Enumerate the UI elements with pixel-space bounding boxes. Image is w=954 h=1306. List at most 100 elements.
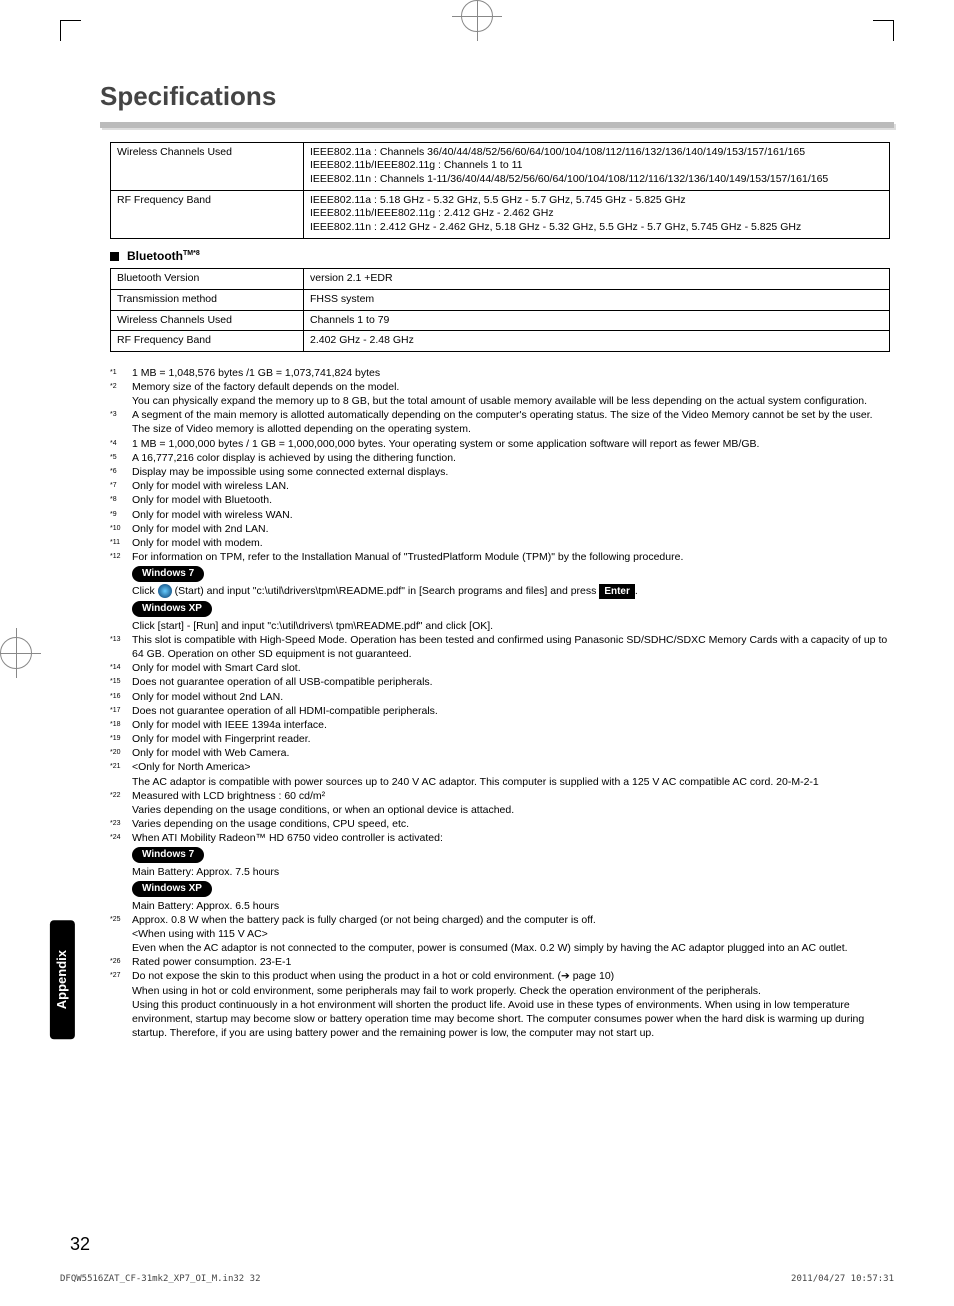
footnote-row: *16Only for model without 2nd LAN. — [110, 690, 890, 704]
bluetooth-heading: BluetoothTM*8 — [110, 249, 894, 265]
footnote-ref: *11 — [110, 536, 132, 547]
footnote-ref: *22 — [110, 789, 132, 800]
footnote-text: <Only for North America> The AC adaptor … — [132, 760, 890, 788]
cell-value: IEEE802.11a : Channels 36/40/44/48/52/56… — [304, 142, 890, 190]
footnote-text: Only for model with modem. — [132, 536, 890, 550]
footnote-row: *18Only for model with IEEE 1394a interf… — [110, 718, 890, 732]
cell-value: 2.402 GHz - 2.48 GHz — [304, 331, 890, 352]
title-underline — [100, 122, 894, 128]
footnote-ref: *17 — [110, 704, 132, 715]
footnote-ref: *27 — [110, 969, 132, 980]
footnote-ref: *3 — [110, 408, 132, 419]
cell-label: RF Frequency Band — [111, 331, 304, 352]
footnote-ref: *19 — [110, 732, 132, 743]
crop-mark-tl — [60, 20, 81, 41]
footnote-row: *25Approx. 0.8 W when the battery pack i… — [110, 913, 890, 956]
footnote-ref: *6 — [110, 465, 132, 476]
footnote-text: Only for model with wireless LAN. — [132, 479, 890, 493]
footnote-ref: *24 — [110, 831, 132, 842]
cell-label: RF Frequency Band — [111, 190, 304, 238]
footnote-ref: *1 — [110, 366, 132, 377]
footnote-text: For information on TPM, refer to the Ins… — [132, 550, 890, 564]
footnote-row: *12For information on TPM, refer to the … — [110, 550, 890, 564]
footnote-row: *7Only for model with wireless LAN. — [110, 479, 890, 493]
footnote-ref: *14 — [110, 661, 132, 672]
table-row: RF Frequency Band2.402 GHz - 2.48 GHz — [111, 331, 890, 352]
cell-value: IEEE802.11a : 5.18 GHz - 5.32 GHz, 5.5 G… — [304, 190, 890, 238]
footnote-ref: *7 — [110, 479, 132, 490]
table-row: Wireless Channels UsedChannels 1 to 79 — [111, 310, 890, 331]
footnote-row: *13This slot is compatible with High-Spe… — [110, 633, 890, 661]
footnote-text: 1 MB = 1,000,000 bytes / 1 GB = 1,000,00… — [132, 437, 890, 451]
windowsxp-badge: Windows XP — [132, 601, 212, 617]
print-footer: DFQW5516ZAT_CF-31mk2_XP7_OI_M.in32 32 20… — [60, 1274, 894, 1286]
cell-value: FHSS system — [304, 289, 890, 310]
registration-mark-top — [461, 0, 493, 32]
footnote-row: *15Does not guarantee operation of all U… — [110, 675, 890, 689]
footnote-ref: *15 — [110, 675, 132, 686]
footnote-text: Only for model without 2nd LAN. — [132, 690, 890, 704]
footnote-text: Display may be impossible using some con… — [132, 465, 890, 479]
windows7-badge: Windows 7 — [132, 566, 204, 582]
footnote-ref: *4 — [110, 437, 132, 448]
footnote-row: *22Measured with LCD brightness : 60 cd/… — [110, 789, 890, 817]
wifi-spec-table: Wireless Channels Used IEEE802.11a : Cha… — [110, 142, 890, 239]
footnote-row: *10Only for model with 2nd LAN. — [110, 522, 890, 536]
page-number: 32 — [70, 1233, 90, 1256]
footnote-extra: Windows 7Main Battery: Approx. 7.5 hours… — [110, 845, 890, 912]
footnote-text: Rated power consumption. 23-E-1 — [132, 955, 890, 969]
footnote-ref: *16 — [110, 690, 132, 701]
crop-mark-tr — [873, 20, 894, 41]
footnote-ref: *18 — [110, 718, 132, 729]
footnote-ref: *2 — [110, 380, 132, 391]
footnote-row: *20Only for model with Web Camera. — [110, 746, 890, 760]
footer-timestamp: 2011/04/27 10:57:31 — [791, 1274, 894, 1286]
footnote-text: A 16,777,216 color display is achieved b… — [132, 451, 890, 465]
bluetooth-spec-table: Bluetooth Versionversion 2.1 +EDR Transm… — [110, 268, 890, 352]
footnote-text: A segment of the main memory is allotted… — [132, 408, 890, 436]
footnote-row: *2Memory size of the factory default dep… — [110, 380, 890, 408]
enter-key: Enter — [599, 584, 635, 600]
footnote-ref: *9 — [110, 508, 132, 519]
footnote-ref: *12 — [110, 550, 132, 561]
footnote-text: Only for model with Smart Card slot. — [132, 661, 890, 675]
footnote-ref: *23 — [110, 817, 132, 828]
cell-value: version 2.1 +EDR — [304, 269, 890, 290]
footnote-ref: *10 — [110, 522, 132, 533]
footnote-text: Only for model with Bluetooth. — [132, 493, 890, 507]
page-title: Specifications — [100, 80, 894, 114]
footnote-row: *41 MB = 1,000,000 bytes / 1 GB = 1,000,… — [110, 437, 890, 451]
table-row: RF Frequency Band IEEE802.11a : 5.18 GHz… — [111, 190, 890, 238]
footnote-ref: *25 — [110, 913, 132, 924]
cell-label: Wireless Channels Used — [111, 142, 304, 190]
footnote-text: This slot is compatible with High-Speed … — [132, 633, 890, 661]
footnote-row: *19Only for model with Fingerprint reade… — [110, 732, 890, 746]
footnote-text: When ATI Mobility Radeon™ HD 6750 video … — [132, 831, 890, 845]
footnote-row: *24When ATI Mobility Radeon™ HD 6750 vid… — [110, 831, 890, 845]
cell-label: Wireless Channels Used — [111, 310, 304, 331]
table-row: Transmission methodFHSS system — [111, 289, 890, 310]
footnote-row: *5A 16,777,216 color display is achieved… — [110, 451, 890, 465]
cell-value: Channels 1 to 79 — [304, 310, 890, 331]
footnotes-block: *11 MB = 1,048,576 bytes /1 GB = 1,073,7… — [110, 366, 890, 1041]
footnote-row: *14Only for model with Smart Card slot. — [110, 661, 890, 675]
registration-mark-left — [0, 637, 32, 669]
footnote-text: Varies depending on the usage conditions… — [132, 817, 890, 831]
footnote-text: Only for model with Fingerprint reader. — [132, 732, 890, 746]
footnote-text: Only for model with Web Camera. — [132, 746, 890, 760]
footnote-ref: *13 — [110, 633, 132, 644]
start-icon — [158, 584, 172, 598]
table-row: Wireless Channels Used IEEE802.11a : Cha… — [111, 142, 890, 190]
footnote-row: *27Do not expose the skin to this produc… — [110, 969, 890, 1040]
windows7-badge: Windows 7 — [132, 847, 204, 863]
footnote-ref: *20 — [110, 746, 132, 757]
footnote-row: *23Varies depending on the usage conditi… — [110, 817, 890, 831]
footnote-text: Does not guarantee operation of all USB-… — [132, 675, 890, 689]
footnote-row: *6Display may be impossible using some c… — [110, 465, 890, 479]
cell-label: Bluetooth Version — [111, 269, 304, 290]
footnote-row: *11Only for model with modem. — [110, 536, 890, 550]
footnote-extra: Windows 7Click (Start) and input "c:\uti… — [110, 564, 890, 633]
footnote-row: *21<Only for North America> The AC adapt… — [110, 760, 890, 788]
cell-label: Transmission method — [111, 289, 304, 310]
footnote-text: Only for model with 2nd LAN. — [132, 522, 890, 536]
